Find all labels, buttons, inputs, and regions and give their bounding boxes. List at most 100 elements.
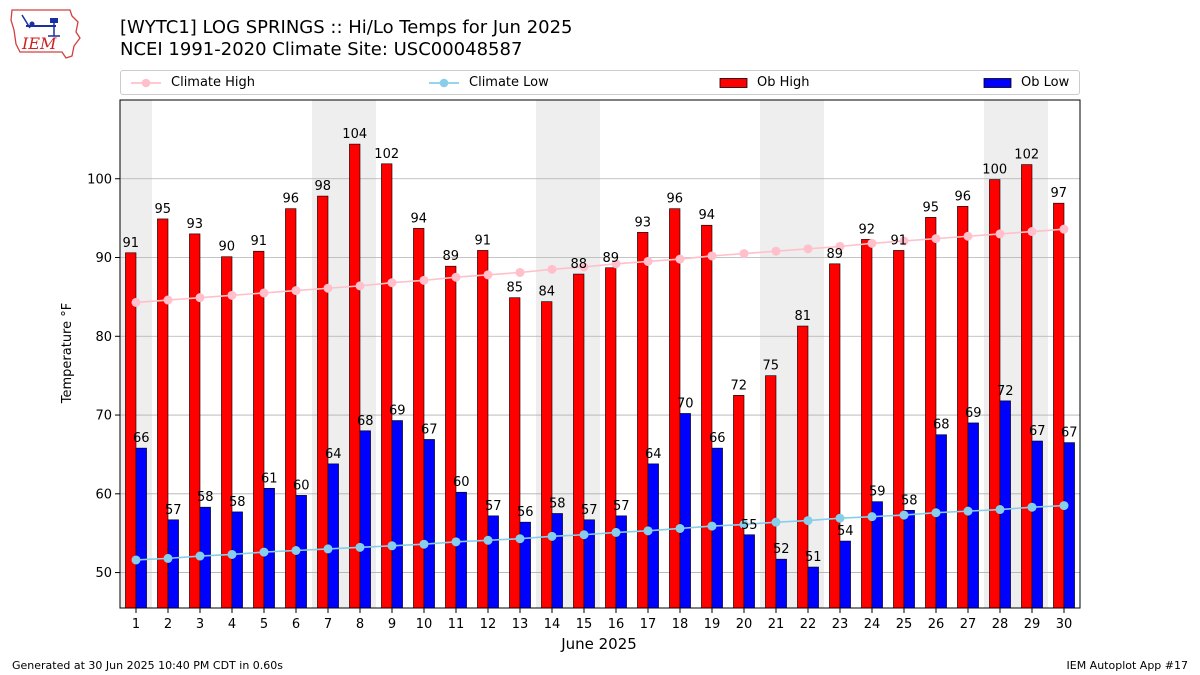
- legend-label-ob-low: Ob Low: [1021, 75, 1070, 90]
- climate-high-point: [323, 283, 333, 293]
- ob-low-bar: [391, 420, 403, 609]
- y-tick-label: 50: [95, 566, 112, 581]
- ob-high-bar: [701, 224, 713, 609]
- climate-low-point: [675, 523, 685, 533]
- y-tick-label: 90: [95, 251, 112, 266]
- climate-high-point: [707, 251, 717, 261]
- ob-low-value-label: 67: [421, 422, 438, 437]
- ob-high-value-label: 94: [698, 208, 715, 223]
- climate-low-point: [835, 513, 845, 523]
- x-tick-label: 25: [896, 617, 913, 632]
- ob-high-value-label: 96: [282, 192, 299, 207]
- ob-low-value-label: 66: [133, 431, 150, 446]
- climate-low-point: [131, 555, 141, 565]
- climate-high-point: [195, 293, 205, 303]
- climate-low-point: [1027, 502, 1037, 512]
- ob-low-bar: [327, 463, 339, 609]
- ob-high-bar: [605, 267, 617, 609]
- climate-high-point: [1059, 224, 1069, 234]
- x-tick-label: 8: [356, 617, 364, 632]
- ob-high-bar: [861, 239, 873, 609]
- ob-high-bar: [157, 218, 169, 609]
- ob-high-value-label: 72: [730, 378, 747, 393]
- climate-high-point: [387, 278, 397, 288]
- ob-high-value-label: 96: [666, 192, 683, 207]
- climate-low-point: [739, 520, 749, 530]
- ob-high-value-label: 102: [374, 147, 399, 162]
- climate-low-point: [931, 508, 941, 518]
- climate-low-point: [707, 521, 717, 531]
- ob-low-bar: [135, 447, 147, 609]
- x-tick-label: 11: [448, 617, 465, 632]
- x-tick-label: 15: [576, 617, 593, 632]
- ob-low-value-label: 58: [901, 493, 918, 508]
- climate-low-point: [899, 510, 909, 520]
- ob-high-value-label: 75: [762, 359, 779, 374]
- x-tick-label: 14: [544, 617, 561, 632]
- ob-high-value-label: 81: [794, 309, 811, 324]
- y-tick-label: 70: [95, 409, 112, 424]
- legend-line-marker-icon: [131, 78, 161, 87]
- ob-low-bar: [743, 534, 755, 609]
- ob-low-bar: [967, 422, 979, 609]
- ob-low-value-label: 54: [837, 524, 854, 539]
- climate-low-point: [195, 551, 205, 561]
- ob-high-value-label: 92: [858, 222, 875, 237]
- climate-high-point: [163, 295, 173, 305]
- legend-item-ob-high: Ob High: [719, 71, 810, 94]
- ob-high-value-label: 85: [506, 281, 523, 296]
- climate-high-point: [1027, 227, 1037, 237]
- ob-high-value-label: 89: [826, 247, 843, 262]
- ob-low-value-label: 57: [613, 499, 630, 514]
- ob-low-value-label: 66: [709, 431, 726, 446]
- climate-low-point: [579, 530, 589, 540]
- ob-low-bar: [647, 463, 659, 609]
- climate-high-point: [227, 290, 237, 300]
- y-tick-label: 100: [87, 172, 112, 187]
- climate-high-point: [547, 264, 557, 274]
- ob-low-bar: [231, 511, 243, 609]
- iem-logo-text: IEM: [21, 34, 57, 53]
- climate-high-point: [771, 246, 781, 256]
- ob-high-value-label: 91: [122, 236, 139, 251]
- x-tick-label: 13: [512, 617, 529, 632]
- ob-high-bar: [381, 163, 393, 609]
- ob-low-bar: [679, 413, 691, 609]
- ob-high-bar: [573, 273, 585, 609]
- y-tick-label: 80: [95, 330, 112, 345]
- climate-high-point: [483, 270, 493, 280]
- ob-low-bar: [839, 540, 851, 609]
- ob-low-bar: [775, 558, 787, 609]
- climate-low-point: [547, 531, 557, 541]
- climate-high-point: [803, 244, 813, 254]
- ob-low-bar: [999, 400, 1011, 609]
- climate-low-point: [355, 542, 365, 552]
- ob-high-bar: [509, 297, 521, 609]
- ob-low-bar: [935, 434, 947, 609]
- ob-low-value-label: 57: [165, 503, 182, 518]
- x-axis-label: June 2025: [560, 635, 637, 653]
- x-tick-label: 21: [768, 617, 785, 632]
- chart-subtitle: NCEI 1991-2020 Climate Site: USC00048587: [120, 39, 523, 60]
- app-credit: IEM Autoplot App #17: [1066, 659, 1189, 672]
- ob-low-value-label: 67: [1029, 424, 1046, 439]
- legend-label-ob-high: Ob High: [757, 75, 810, 90]
- climate-low-point: [1059, 501, 1069, 511]
- x-tick-label: 16: [608, 617, 625, 632]
- climate-low-line: [135, 504, 1065, 561]
- ob-low-value-label: 69: [965, 406, 982, 421]
- climate-low-point: [291, 546, 301, 556]
- ob-high-value-label: 102: [1014, 148, 1039, 163]
- ob-high-value-label: 90: [218, 240, 235, 255]
- ob-low-value-label: 58: [549, 496, 566, 511]
- x-tick-label: 26: [928, 617, 945, 632]
- ob-high-bar: [477, 250, 489, 609]
- ob-high-bar: [413, 228, 425, 609]
- climate-high-point: [419, 275, 429, 285]
- y-axis-label: Temperature °F: [60, 303, 75, 404]
- x-tick-label: 9: [388, 617, 396, 632]
- x-tick-label: 5: [260, 617, 268, 632]
- ob-low-value-label: 67: [1061, 426, 1078, 441]
- climate-high-point: [291, 286, 301, 296]
- ob-high-value-label: 96: [954, 189, 971, 204]
